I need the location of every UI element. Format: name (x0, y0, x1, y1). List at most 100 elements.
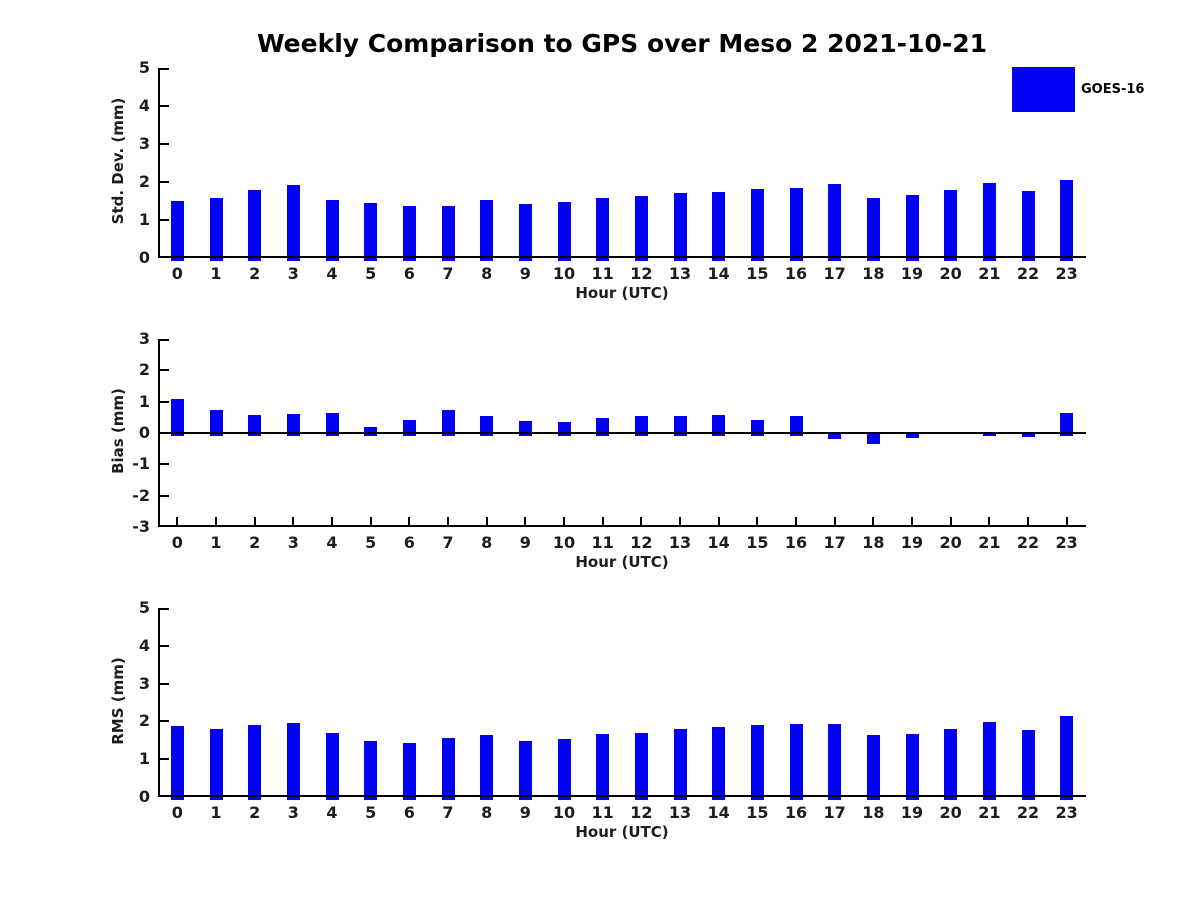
x-tick-label: 10 (552, 803, 576, 822)
y-tick (160, 68, 169, 70)
bar-hour-9 (518, 740, 532, 800)
zero-line (158, 432, 1086, 434)
y-tick (160, 494, 169, 497)
x-tick-label: 11 (591, 533, 614, 552)
x-axis-label-bias: Hour (UTC) (575, 553, 669, 571)
x-tick-label: 2 (249, 803, 261, 822)
x-tick (215, 517, 217, 525)
x-tick-label: 12 (630, 264, 653, 283)
bar-hour-4 (325, 412, 339, 436)
y-tick-label: 2 (138, 360, 150, 380)
x-tick (795, 517, 797, 525)
x-tick (872, 517, 875, 525)
y-tick (160, 758, 169, 761)
y-tick-label: 3 (138, 329, 150, 348)
x-axis-line (158, 795, 1086, 797)
x-tick-label: 13 (668, 803, 692, 822)
x-tick-label: 6 (403, 264, 415, 283)
y-tick (160, 795, 169, 797)
x-tick (408, 517, 411, 525)
bar-hour-12 (634, 732, 648, 800)
bar-hour-21 (982, 722, 996, 800)
bar-hour-16 (789, 416, 803, 436)
bar-hour-8 (480, 199, 494, 261)
x-tick-label: 11 (591, 264, 614, 283)
x-tick-label: 20 (939, 264, 962, 283)
x-tick-label: 21 (978, 803, 1001, 822)
x-tick-label: 14 (707, 803, 730, 822)
bar-hour-10 (557, 738, 571, 800)
bar-hour-2 (248, 189, 262, 261)
x-tick-label: 11 (591, 803, 614, 822)
x-tick-label: 4 (326, 803, 338, 822)
bar-hour-11 (596, 417, 610, 436)
bar-hour-14 (712, 415, 726, 436)
bar-hour-11 (596, 733, 610, 800)
bar-hour-11 (596, 197, 610, 261)
x-tick-label: 7 (442, 264, 454, 283)
x-tick-label: 5 (365, 803, 377, 822)
bar-hour-18 (866, 432, 880, 444)
y-tick (160, 256, 169, 258)
x-tick-label: 0 (171, 803, 183, 822)
y-tick (160, 143, 169, 145)
y-tick-label: 5 (138, 598, 150, 617)
bar-hour-12 (634, 416, 648, 436)
bar-hour-8 (480, 416, 494, 436)
x-tick (369, 517, 372, 525)
x-tick-label: 14 (707, 533, 730, 552)
x-tick-label: 10 (552, 533, 576, 552)
x-tick-label: 17 (823, 264, 846, 283)
x-tick-label: 0 (171, 533, 183, 552)
y-tick (160, 181, 169, 183)
x-tick-label: 3 (287, 533, 299, 552)
x-tick (833, 517, 836, 525)
x-tick-label: 6 (403, 533, 415, 552)
x-tick (1065, 517, 1068, 525)
x-tick (447, 517, 449, 525)
x-axis-line (158, 525, 1086, 527)
bar-hour-2 (248, 724, 262, 800)
x-tick-label: 2 (249, 533, 261, 552)
y-tick-label: 1 (138, 391, 150, 411)
x-tick-label: 4 (326, 533, 338, 552)
x-tick (601, 517, 604, 525)
legend-label: GOES-16 (1081, 82, 1145, 97)
x-tick-label: 7 (442, 533, 454, 552)
bar-hour-23 (1060, 180, 1074, 261)
y-tick (160, 105, 169, 107)
x-tick-label: 13 (668, 264, 692, 283)
x-tick-label: 15 (746, 264, 769, 283)
x-tick-label: 16 (784, 264, 808, 283)
y-tick-label: 5 (138, 58, 150, 77)
bar-hour-22 (1021, 432, 1035, 438)
x-tick-label: 22 (1016, 264, 1040, 283)
bar-hour-19 (905, 195, 919, 261)
bar-hour-20 (944, 189, 958, 261)
plot-area-std-dev: 0 1 2 3 4 5 0 1 2 3 4 5 6 7 8 9 10 11 12 13 14 15 16 17 18 19 20 21… (139, 58, 1086, 282)
x-tick-label: 14 (707, 264, 730, 283)
y-axis-line (158, 608, 160, 797)
x-tick-label: 19 (900, 264, 924, 283)
bar-hour-20 (944, 728, 958, 800)
y-tick (160, 608, 169, 610)
bar-hour-8 (480, 735, 494, 800)
bar-hour-19 (905, 432, 919, 439)
x-tick-label: 5 (365, 533, 377, 552)
x-tick (563, 517, 565, 525)
bar-hour-23 (1060, 413, 1074, 436)
plot-area-rms: 0 1 2 3 4 5 0 1 2 3 4 5 6 7 8 9 10 11 12 13 14 15 16 17 18 19 20 21… (139, 598, 1086, 821)
bar-hour-9 (518, 203, 532, 261)
x-tick (679, 517, 681, 525)
x-axis-label-std-dev: Hour (UTC) (575, 284, 669, 302)
x-tick (331, 517, 333, 525)
y-tick (160, 682, 169, 685)
x-tick-label: 2 (249, 264, 261, 283)
x-tick-label: 1 (210, 803, 222, 822)
y-tick-label: 0 (138, 787, 150, 806)
y-tick-label: 1 (138, 210, 150, 229)
bar-hour-15 (750, 188, 764, 261)
x-tick-label: 17 (823, 803, 846, 822)
x-tick (717, 517, 720, 525)
legend-swatch-goes16 (1012, 67, 1075, 112)
